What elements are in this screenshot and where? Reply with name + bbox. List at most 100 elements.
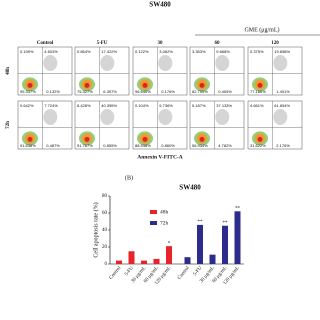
quadrant-value: 0.405% — [218, 89, 232, 94]
significance-mark: * — [168, 241, 171, 246]
bar — [222, 225, 228, 264]
quadrant-value: 0.855% — [103, 143, 117, 148]
column-label: 60 — [215, 41, 221, 46]
cell-cloud — [273, 109, 288, 125]
cell-cloud — [215, 55, 230, 71]
cell-cloud — [27, 82, 33, 88]
bar — [153, 258, 160, 264]
cell-cloud — [257, 82, 263, 88]
x-tick-label: Control — [177, 265, 191, 280]
bar — [128, 251, 135, 264]
y-tick-label: 80 — [102, 194, 108, 199]
x-tick-label: Control — [109, 265, 123, 280]
quadrant-value: 2.176% — [276, 143, 290, 148]
bar — [234, 211, 241, 264]
quadrant-value: 3.062% — [159, 49, 173, 54]
cell-cloud — [84, 82, 90, 88]
quadrant-value: 0.132% — [46, 89, 60, 94]
quadrant-value: 17.422% — [101, 49, 117, 54]
x-tick-label: 5-FU — [124, 266, 135, 278]
cell-cloud — [43, 55, 58, 71]
cell-cloud — [273, 55, 288, 71]
x-axis-label: Annexin V-FITC-A — [137, 154, 183, 160]
panel-a-title: SW480 — [149, 1, 171, 9]
quadrant-value: 6.397% — [103, 89, 117, 94]
y-tick-label: 20 — [102, 245, 108, 250]
quadrant-value: 5.187% — [192, 103, 206, 108]
cell-cloud — [43, 109, 58, 125]
quadrant-value: 40.355% — [101, 103, 117, 108]
quadrant-value: 0.176% — [161, 89, 175, 94]
quadrant-value: 0.854% — [77, 49, 91, 54]
bar — [166, 246, 172, 264]
cell-cloud — [199, 136, 205, 142]
legend-label: 48h — [160, 209, 169, 215]
significance-mark: ** — [223, 221, 229, 226]
quadrant-value: 4.782% — [218, 143, 232, 148]
cell-cloud — [84, 136, 90, 142]
quadrant-value: 0.122% — [135, 49, 149, 54]
quadrant-value: 19.658% — [274, 49, 290, 54]
significance-mark: ** — [198, 220, 204, 225]
quadrant-value: 0.642% — [20, 103, 34, 108]
quadrant-value: 82.795% — [192, 89, 208, 94]
quadrant-value: 96.640% — [135, 89, 151, 94]
quadrant-value: 51.767% — [77, 143, 93, 148]
legend-label: 72h — [160, 220, 169, 226]
quadrant-value: 4.661% — [250, 103, 264, 108]
column-label: 5-FU — [97, 41, 108, 46]
chart-title: SW480 — [179, 184, 201, 192]
quadrant-value: 88.938% — [135, 143, 151, 148]
quadrant-value: 31.622% — [250, 143, 266, 148]
quadrant-value: 8.428% — [77, 103, 91, 108]
cell-cloud — [142, 136, 148, 142]
y-tick-label: 40 — [102, 228, 108, 233]
column-label: Control — [37, 41, 54, 46]
x-tick-label: 5-FU — [193, 266, 204, 278]
quadrant-value: 0.104% — [135, 103, 149, 108]
quadrant-value: 91.638% — [20, 143, 36, 148]
quadrant-value: 9.668% — [216, 49, 230, 54]
cell-cloud — [27, 136, 33, 142]
quadrant-value: 75.327% — [77, 89, 93, 94]
bar — [141, 260, 147, 264]
bar — [197, 224, 203, 264]
cell-cloud — [100, 109, 115, 125]
bar — [116, 260, 122, 264]
quadrant-value: 0.199% — [20, 49, 34, 54]
quadrant-value: 0.860% — [161, 143, 175, 148]
quadrant-value: 7.724% — [44, 103, 58, 108]
row-label: 48h — [6, 67, 11, 75]
panel-label: (B) — [125, 174, 133, 181]
quadrant-value: 4.603% — [44, 49, 58, 54]
cell-cloud — [158, 55, 173, 71]
quadrant-value: 95.337% — [20, 89, 36, 94]
legend-swatch — [150, 221, 157, 225]
legend-swatch — [150, 210, 157, 214]
quadrant-value: 61.654% — [274, 103, 290, 108]
quadrant-value: 56.934% — [192, 143, 208, 148]
bar — [209, 254, 216, 264]
quadrant-value: 9.736% — [159, 103, 173, 108]
y-tick-label: 0 — [105, 262, 108, 267]
row-label: 72h — [6, 121, 11, 129]
cell-cloud — [215, 109, 230, 125]
bar — [184, 257, 191, 264]
cell-cloud — [158, 109, 173, 125]
cell-cloud — [199, 82, 205, 88]
significance-mark: ** — [235, 206, 241, 211]
group-label: GME (μg/mL) — [244, 26, 279, 33]
y-axis-label: Cell apoptosis rate (%) — [92, 202, 99, 257]
quadrant-value: 77.166% — [250, 89, 266, 94]
column-label: 30 — [158, 41, 164, 46]
cell-cloud — [142, 82, 148, 88]
cell-cloud — [257, 136, 263, 142]
quadrant-value: 1.401% — [276, 89, 290, 94]
column-label: 120 — [271, 41, 279, 46]
cell-cloud — [100, 55, 115, 71]
quadrant-value: 37.133% — [216, 103, 232, 108]
quadrant-value: 0.375% — [250, 49, 264, 54]
y-tick-label: 60 — [102, 211, 108, 216]
quadrant-value: 0.487% — [46, 143, 60, 148]
